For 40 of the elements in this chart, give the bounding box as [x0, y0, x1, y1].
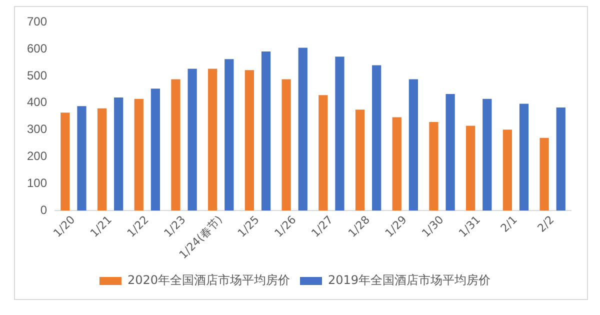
bar	[446, 94, 455, 211]
y-tick-label: 600	[26, 41, 48, 56]
bar	[261, 52, 271, 211]
bar	[466, 126, 476, 211]
bar	[429, 122, 438, 211]
bar	[60, 112, 70, 211]
x-tick-label: 2/1	[498, 213, 520, 235]
bar	[150, 88, 160, 211]
bar	[298, 48, 308, 211]
bar	[318, 95, 328, 211]
legend-label: 2019年全国酒店市场平均房价	[328, 273, 491, 288]
bar	[208, 68, 218, 211]
y-tick-label: 700	[26, 14, 48, 29]
legend-label: 2020年全国酒店市场平均房价	[127, 273, 290, 288]
y-tick-label: 200	[26, 149, 48, 164]
bar	[540, 138, 549, 211]
y-tick-label: 100	[26, 176, 48, 190]
bar	[482, 98, 492, 211]
bar	[502, 130, 512, 211]
bar	[188, 68, 197, 211]
bar	[392, 117, 402, 211]
bar	[519, 104, 529, 211]
y-tick-label: 500	[26, 68, 48, 82]
bar	[335, 56, 344, 211]
x-tick-label: 2/2	[535, 213, 557, 235]
bar	[408, 79, 418, 211]
y-tick-label: 300	[26, 122, 48, 136]
bar	[134, 98, 144, 211]
y-tick-label: 400	[26, 95, 48, 110]
bar	[244, 70, 254, 211]
bar	[114, 98, 124, 211]
bar	[282, 79, 291, 211]
bar	[556, 108, 566, 211]
bar	[97, 108, 107, 211]
bar	[372, 65, 382, 211]
bar	[224, 59, 234, 211]
bar	[77, 106, 86, 211]
bar	[355, 110, 365, 211]
bar	[171, 79, 180, 211]
y-tick-label: 0	[40, 202, 48, 217]
